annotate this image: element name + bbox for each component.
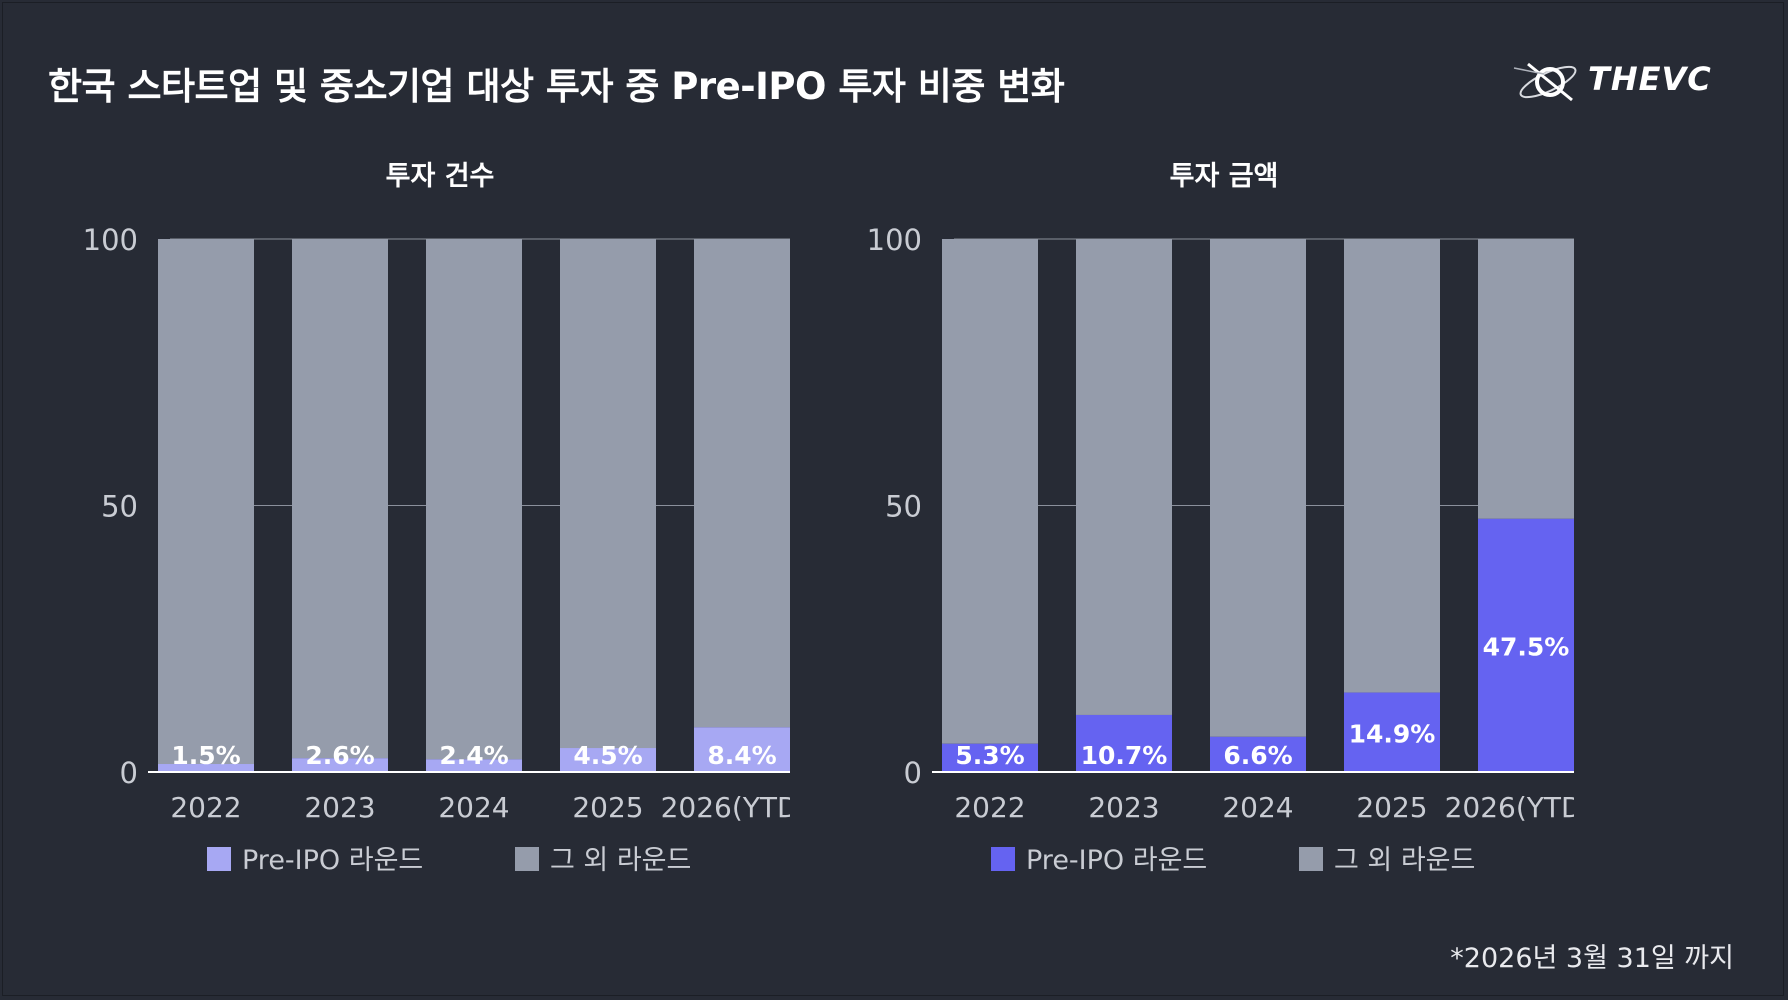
- chart-deal-amount-svg: 투자 금액 0 50 100 5.3% 2022 10.7% 2023 6.6% 2024 14.9…: [867, 161, 1574, 876]
- thevc-logo: THEVC: [1508, 52, 1758, 118]
- legend-label-preipo: Pre-IPO 라운드: [242, 845, 423, 876]
- x-tick-label: 2026(YTD)*: [661, 791, 790, 824]
- y-tick-label: 50: [885, 490, 922, 524]
- x-tick-label: 2022: [170, 791, 241, 824]
- chart-deal-count-svg: 투자 건수 0 50 100 1.5% 2022 2.6% 2023 2.4% 2024 4.5% 2…: [83, 161, 790, 876]
- x-tick-label: 2025: [1356, 791, 1427, 824]
- bar-preipo-2022: [158, 764, 254, 772]
- bar-other-2023: [1076, 239, 1172, 715]
- chart-deal-count: 투자 건수 0 50 100 1.5% 2022 2.6% 2023 2.4% 2024 4.5% 2…: [30, 150, 790, 910]
- data-label-2026(YTD)*: 8.4%: [707, 741, 776, 770]
- y-tick-label: 50: [101, 490, 138, 524]
- bar-preipo-2025: [560, 748, 656, 772]
- x-tick-label: 2026(YTD)*: [1445, 791, 1574, 824]
- y-tick-label: 100: [867, 223, 922, 257]
- legend-swatch-other: [1299, 847, 1323, 871]
- bar-other-2023: [292, 239, 388, 759]
- data-label-2024: 6.6%: [1223, 741, 1292, 770]
- x-tick-label: 2023: [1088, 791, 1159, 824]
- data-label-2022: 5.3%: [955, 741, 1024, 770]
- bar-preipo-2023: [292, 758, 388, 772]
- legend-label-preipo: Pre-IPO 라운드: [1026, 845, 1207, 876]
- x-tick-label: 2024: [1222, 791, 1293, 824]
- footnote: *2026년 3월 31일 까지: [1450, 943, 1734, 974]
- data-label-2026(YTD)*: 47.5%: [1483, 632, 1570, 661]
- bar-other-2022: [158, 239, 254, 765]
- y-tick-label: 100: [83, 223, 138, 257]
- x-tick-label: 2024: [438, 791, 509, 824]
- chart-deal-amount: 투자 금액 0 50 100 5.3% 2022 10.7% 2023 6.6% 2024 14.9…: [814, 150, 1574, 910]
- bar-other-2022: [942, 239, 1038, 744]
- bar-other-2026(YTD)*: [694, 239, 790, 728]
- data-label-2024: 2.4%: [439, 741, 508, 770]
- bar-preipo-2025: [1344, 692, 1440, 772]
- y-tick-label: 0: [904, 756, 922, 790]
- y-tick-label: 0: [120, 756, 138, 790]
- x-tick-label: 2022: [954, 791, 1025, 824]
- legend-swatch-preipo: [991, 847, 1015, 871]
- legend-swatch-preipo: [207, 847, 231, 871]
- bar-preipo-2026(YTD)*: [1478, 518, 1574, 772]
- legend-label-other: 그 외 라운드: [550, 845, 691, 876]
- bar-preipo-2024: [426, 759, 522, 772]
- bar-other-2026(YTD)*: [1478, 239, 1574, 519]
- data-label-2025: 14.9%: [1349, 719, 1436, 748]
- subplot-title: 투자 금액: [1170, 161, 1279, 192]
- legend-label-other: 그 외 라운드: [1334, 845, 1475, 876]
- bar-other-2024: [1210, 239, 1306, 737]
- legend-swatch-other: [515, 847, 539, 871]
- page-title: 한국 스타트업 및 중소기업 대상 투자 중 Pre-IPO 투자 비중 변화: [48, 65, 1065, 108]
- bar-other-2025: [1344, 239, 1440, 693]
- bar-preipo-2022: [942, 743, 1038, 772]
- data-label-2022: 1.5%: [171, 741, 240, 770]
- comet-orbit-icon: [1513, 62, 1577, 102]
- bar-preipo-2024: [1210, 736, 1306, 772]
- subplot-title: 투자 건수: [386, 161, 495, 192]
- bar-preipo-2023: [1076, 714, 1172, 772]
- bar-other-2024: [426, 239, 522, 760]
- bar-preipo-2026(YTD)*: [694, 727, 790, 772]
- data-label-2023: 2.6%: [305, 741, 374, 770]
- data-label-2023: 10.7%: [1081, 741, 1168, 770]
- logo-text: THEVC: [1588, 60, 1712, 98]
- bar-other-2025: [560, 239, 656, 749]
- x-tick-label: 2025: [572, 791, 643, 824]
- data-label-2025: 4.5%: [573, 741, 642, 770]
- x-tick-label: 2023: [304, 791, 375, 824]
